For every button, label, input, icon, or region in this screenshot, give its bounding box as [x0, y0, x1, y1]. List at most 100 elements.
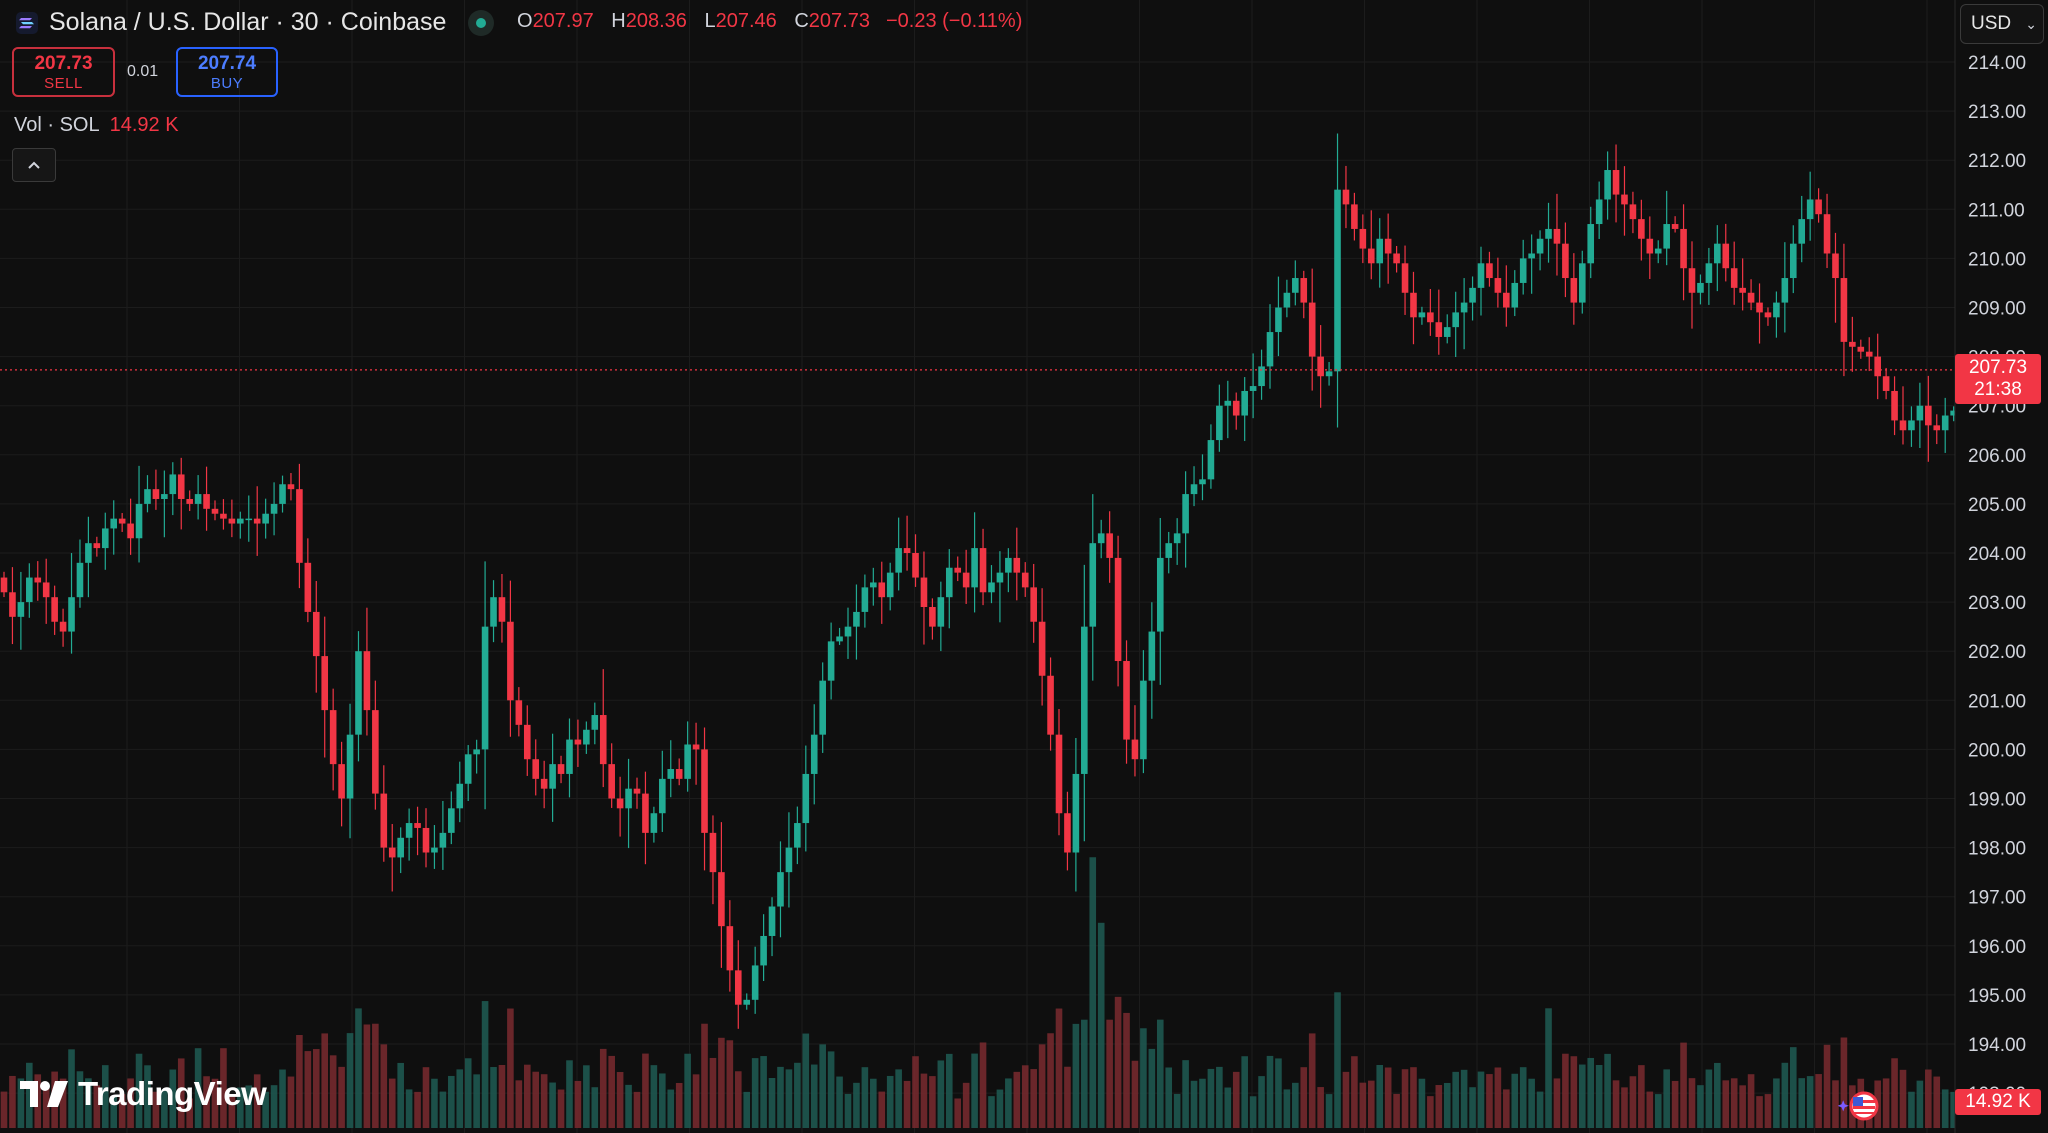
candle-body: [59, 621, 67, 632]
volume-bar: [1460, 1069, 1468, 1128]
volume-bar: [608, 1055, 615, 1128]
candle-body: [1519, 258, 1527, 283]
price-tick-label: 205.00: [1968, 495, 2026, 516]
candle-body: [1258, 366, 1265, 387]
candle-body: [1570, 278, 1578, 303]
volume-bar: [1325, 1094, 1333, 1128]
volume-bar: [338, 1066, 345, 1128]
market-status-icon[interactable]: [468, 10, 494, 36]
candle-body: [338, 764, 345, 799]
volume-bar: [1182, 1060, 1189, 1128]
volume-bar: [1047, 1033, 1054, 1128]
volume-bar: [355, 1008, 362, 1128]
solana-icon: [16, 12, 38, 34]
volume-bar: [802, 1033, 810, 1128]
volume-bar: [1207, 1068, 1215, 1128]
candle-body: [583, 729, 590, 745]
candle-body: [1722, 243, 1730, 269]
volume-bar: [878, 1091, 886, 1128]
buy-button[interactable]: 207.74 BUY: [176, 47, 278, 97]
volume-bar: [26, 1062, 33, 1128]
volume-bar: [1621, 1087, 1628, 1128]
candle-body: [625, 788, 632, 809]
candle-body: [1806, 199, 1814, 220]
candle-body: [819, 680, 826, 735]
volume-bar: [1123, 1012, 1130, 1128]
volume-bar: [194, 1048, 202, 1128]
volume-bar: [1587, 1057, 1595, 1128]
volume-bar: [211, 1078, 219, 1128]
volume-bar: [473, 1074, 480, 1128]
candle-body: [709, 832, 717, 873]
candle-body: [431, 847, 438, 853]
volume-bar: [363, 1024, 371, 1128]
candle-body: [329, 710, 337, 765]
candle-body: [962, 572, 970, 588]
volume-bar: [599, 1048, 607, 1128]
candle-body: [304, 562, 312, 612]
volume-bar: [1131, 1060, 1139, 1128]
candle-body: [1342, 189, 1350, 205]
candle-body: [118, 518, 126, 524]
volume-bar: [895, 1069, 902, 1128]
volume-bar: [979, 1042, 987, 1128]
candle-body: [937, 597, 945, 627]
candle-body: [68, 597, 75, 632]
candle-body: [0, 577, 8, 593]
volume-bar: [1798, 1078, 1806, 1128]
bar-countdown: 21:38: [1974, 379, 2022, 400]
volume-bar: [971, 1053, 978, 1128]
candle-body: [1925, 405, 1932, 426]
us-flag-icon[interactable]: [1838, 1089, 1882, 1123]
volume-bar: [1443, 1082, 1451, 1128]
candle-body: [1064, 813, 1071, 853]
candle-body: [473, 749, 480, 755]
candle-body: [684, 744, 691, 779]
candle-body: [312, 611, 320, 657]
currency-select[interactable]: USD ⌄: [1960, 4, 2044, 44]
candle-body: [456, 783, 464, 809]
volume-bar: [1232, 1071, 1240, 1128]
volume-bar: [228, 1094, 236, 1128]
volume-bar: [633, 1091, 641, 1128]
collapse-legend-button[interactable]: [12, 148, 56, 182]
sell-button[interactable]: 207.73 SELL: [12, 47, 115, 97]
volume-bar: [1773, 1078, 1780, 1128]
candle-body: [532, 759, 540, 779]
candle-body: [1612, 170, 1620, 195]
candle-body: [1874, 356, 1881, 377]
symbol-title[interactable]: Solana / U.S. Dollar · 30 · Coinbase: [49, 8, 447, 36]
volume-bar: [118, 1094, 126, 1128]
volume-legend[interactable]: Vol · SOL 14.92 K: [14, 114, 179, 137]
volume-bar: [1106, 1019, 1113, 1128]
candle-body: [1781, 278, 1789, 303]
volume-bar: [853, 1082, 860, 1128]
volume-bar: [1646, 1091, 1654, 1128]
candle-body: [1511, 282, 1519, 308]
volume-bar: [515, 1080, 523, 1128]
volume-bar: [1654, 1094, 1662, 1128]
volume-bar: [270, 1085, 278, 1128]
volume-bar: [1300, 1067, 1308, 1128]
candle-body: [802, 773, 810, 824]
candle-body: [93, 543, 101, 549]
candle-body: [1815, 199, 1822, 215]
candle-body: [1621, 194, 1628, 205]
volume-bar: [1756, 1096, 1763, 1128]
price-axis[interactable]: 214.00213.00212.00211.00210.00209.00208.…: [1954, 0, 2048, 1133]
volume-bar: [1815, 1074, 1822, 1128]
volume-bar: [1005, 1078, 1012, 1128]
price-tick-label: 200.00: [1968, 740, 2026, 761]
candle-body: [101, 528, 109, 549]
volume-bar: [101, 1065, 109, 1128]
candle-body: [439, 832, 447, 848]
brand-name: TradingView: [78, 1075, 267, 1112]
candle-body: [549, 764, 556, 789]
volume-bar: [844, 1093, 852, 1128]
tradingview-logo[interactable]: TradingView: [18, 1073, 267, 1115]
volume-bar: [945, 1053, 953, 1128]
candle-body: [1747, 292, 1755, 303]
candle-body: [1688, 268, 1696, 293]
volume-bar: [566, 1060, 573, 1128]
